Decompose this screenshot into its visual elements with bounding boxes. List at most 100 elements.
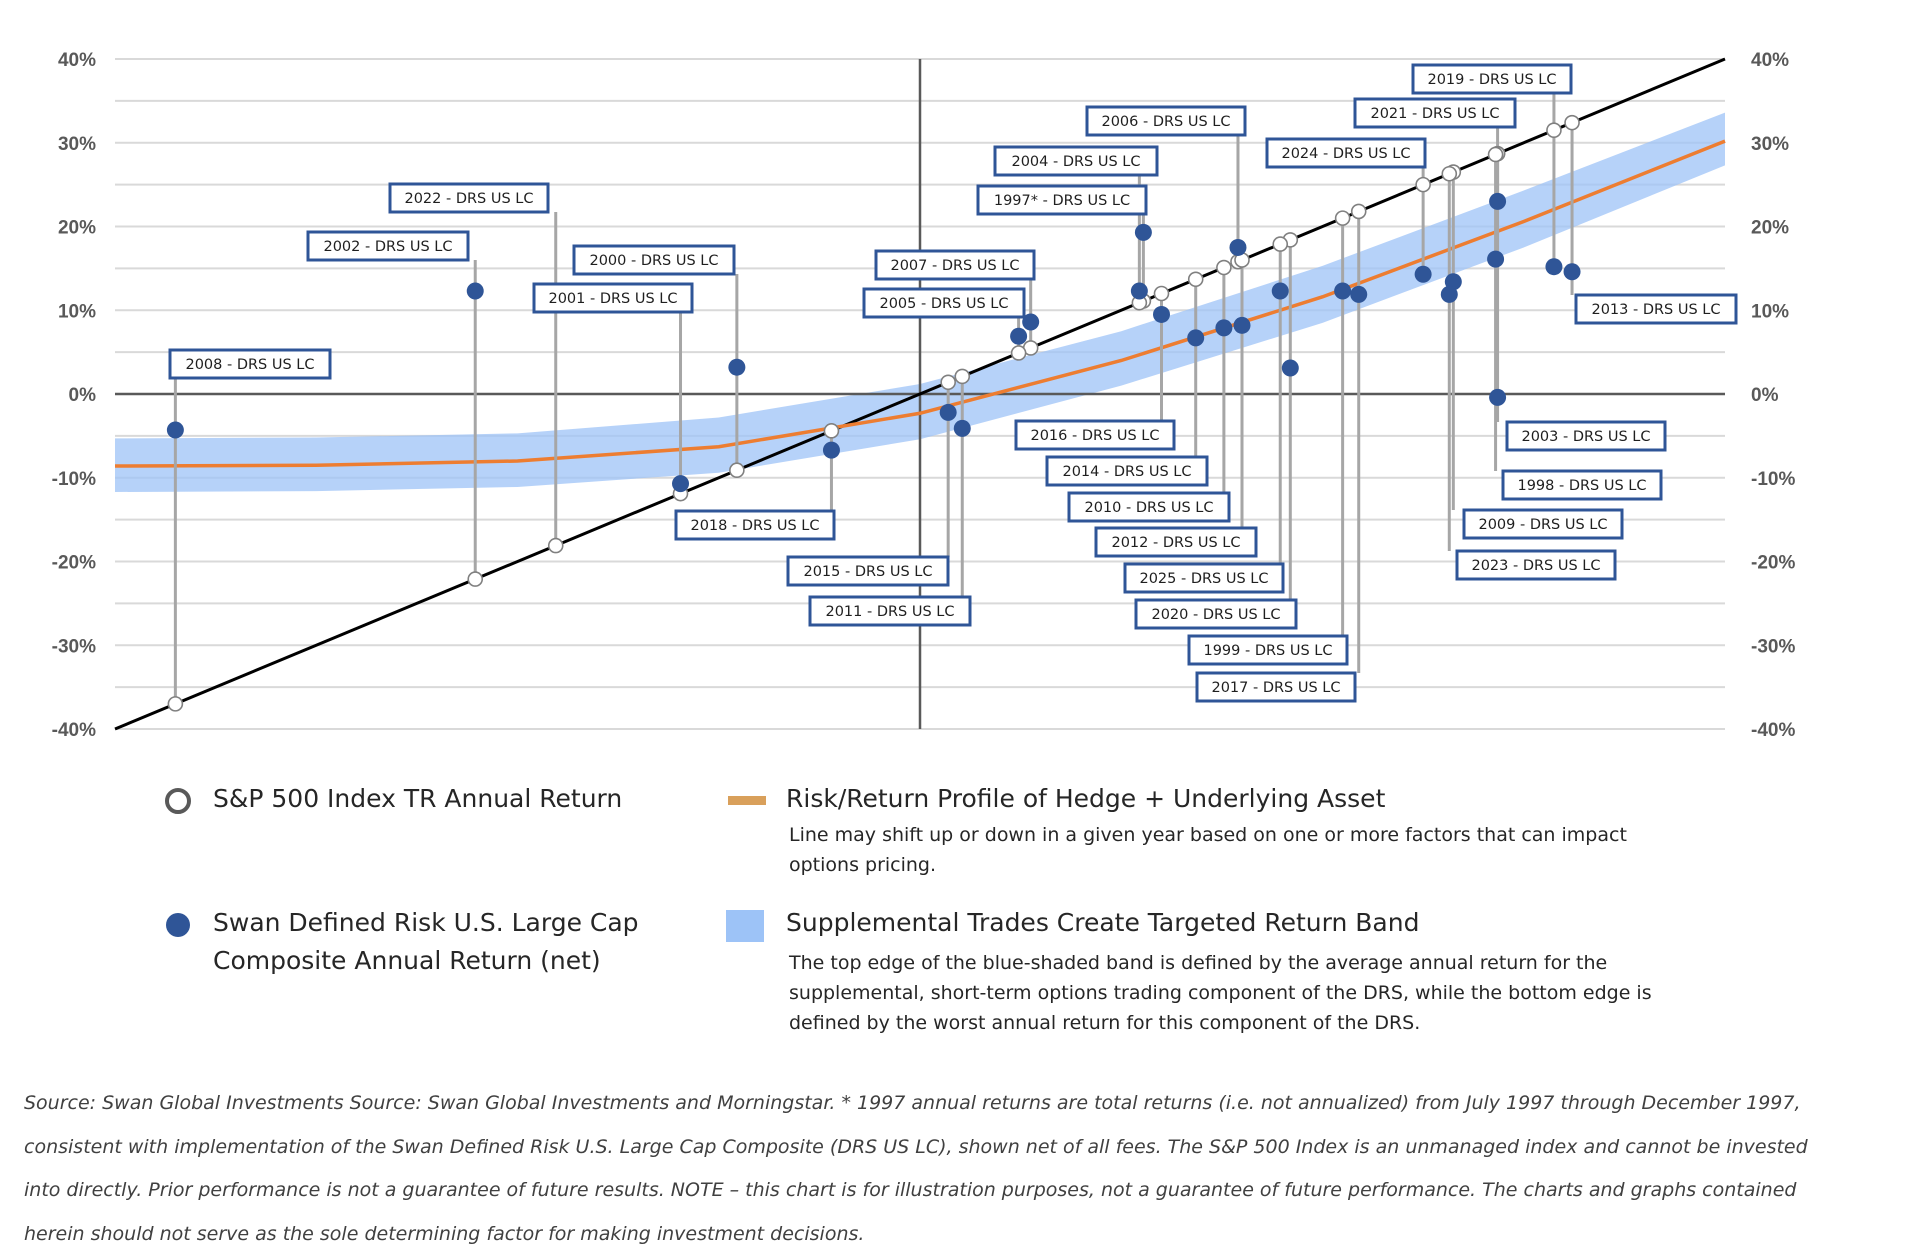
sp500-point [1415, 176, 1431, 193]
sp500-point [1153, 285, 1170, 302]
y-tick-label-right: 20% [1751, 218, 1789, 239]
y-tick-label-right: -40% [1751, 720, 1795, 741]
point-label: 2000 - DRS US LC [589, 253, 718, 269]
point-label-box [1455, 549, 1617, 581]
point-label: 2007 - DRS US LC [890, 258, 1019, 274]
point-label-box [976, 184, 1148, 216]
drs-point [1010, 327, 1028, 345]
y-tick-label-left: 10% [58, 301, 96, 322]
point-label: 2022 - DRS US LC [404, 191, 533, 207]
point-label: 2012 - DRS US LC [1111, 535, 1240, 551]
point-label: 2005 - DRS US LC [879, 296, 1008, 312]
drs-point [1022, 313, 1040, 331]
sp500-point [1187, 271, 1204, 288]
point-label-box [993, 145, 1159, 177]
sp500-point [1010, 345, 1027, 361]
drs-point [1489, 388, 1507, 406]
legend-band-title: Supplemental Trades Create Targeted Retu… [786, 908, 1420, 937]
point-label-box [388, 182, 550, 214]
drs-point [1130, 282, 1148, 300]
point-label-box [1411, 63, 1573, 95]
point-label: 2013 - DRS US LC [1591, 302, 1720, 318]
sp500-point [823, 423, 840, 439]
y-tick-label-right: 10% [1751, 301, 1789, 322]
y-tick-labels: 40% 40% 30% 30% 20% 20% 10% 10% 0% 0% -10% -10% -20%… [52, 50, 1796, 741]
drs-point [1414, 265, 1432, 283]
y-tick-label-right: -20% [1751, 553, 1795, 574]
point-label-box [572, 244, 736, 276]
drs-point [953, 419, 971, 437]
y-tick-label-left: -20% [52, 553, 96, 574]
legend-profile-title: Risk/Return Profile of Hedge + Underlyin… [786, 784, 1386, 813]
drs-point [1563, 263, 1581, 281]
sp500-point [1350, 203, 1367, 220]
data-points [166, 114, 1581, 712]
sp500-point [954, 368, 971, 385]
point-label-box [1187, 634, 1349, 666]
sp500-point [1272, 236, 1289, 252]
point-label-box [1123, 562, 1285, 594]
legend-profile-desc-1: Line may shift up or down in a given yea… [789, 824, 1627, 846]
point-label-box [1067, 491, 1231, 523]
drs-point [166, 421, 184, 439]
point-label-box [1353, 97, 1517, 129]
y-tick-label-left: -10% [52, 469, 96, 490]
legend-profile-desc-2: options pricing. [789, 854, 937, 876]
point-label-box [862, 287, 1026, 319]
point-label: 2018 - DRS US LC [690, 518, 819, 534]
y-tick-label-left: -40% [52, 720, 96, 741]
point-label: 1999 - DRS US LC [1203, 643, 1332, 659]
risk-return-profile [114, 139, 1726, 468]
drs-point [1229, 238, 1247, 256]
sp500-point [940, 374, 956, 391]
point-label: 2023 - DRS US LC [1471, 558, 1600, 574]
point-label: 2006 - DRS US LC [1101, 114, 1230, 130]
legend-band-desc-3: defined by the worst annual return for t… [789, 1012, 1421, 1034]
drs-point [1440, 285, 1458, 303]
point-label: 2009 - DRS US LC [1478, 517, 1607, 533]
point-label-box [1014, 419, 1176, 451]
drs-point [728, 358, 746, 376]
drs-point [672, 475, 690, 493]
legend-band-desc-1: The top edge of the blue-shaded band is … [789, 952, 1608, 974]
legend-band-marker [726, 910, 764, 942]
sp500-point [1546, 122, 1562, 138]
point-label: 2015 - DRS US LC [803, 564, 932, 580]
point-label: 2019 - DRS US LC [1427, 72, 1556, 88]
point-label-box [1462, 508, 1624, 540]
y-tick-label-right: -10% [1751, 469, 1795, 490]
point-label-box [1505, 420, 1667, 452]
sp500-point [1334, 210, 1351, 226]
y-tick-label-left: 0% [69, 385, 97, 406]
sp500-point [167, 696, 184, 712]
point-label-box [1574, 293, 1738, 325]
point-label-box [808, 595, 972, 627]
sp500-point [1564, 114, 1580, 131]
legend-sp500-marker [165, 788, 191, 814]
point-label-box [1195, 671, 1357, 703]
source-footnote: Source: Swan Global Investments Source: … [24, 1092, 1808, 1245]
drs-point [1487, 250, 1505, 268]
point-label-box [874, 249, 1036, 281]
point-label-box [1265, 137, 1427, 169]
y-tick-label-left: -30% [52, 636, 96, 657]
y-tick-label-left: 40% [58, 50, 96, 71]
y-tick-label-right: 30% [1751, 134, 1789, 155]
drs-point [1215, 319, 1233, 337]
point-label-box [1501, 469, 1663, 501]
y-tick-label-left: 20% [58, 218, 96, 239]
drs-point [1281, 359, 1299, 377]
drs-point [466, 282, 484, 300]
legend-band-desc-2: supplemental, short-term options trading… [789, 982, 1652, 1004]
drs-point [1271, 282, 1289, 300]
point-label: 2014 - DRS US LC [1062, 464, 1191, 480]
point-label: 1997* - DRS US LC [994, 193, 1130, 209]
sp500-point [547, 537, 564, 554]
drs-point [1233, 316, 1251, 334]
point-label: 2016 - DRS US LC [1030, 428, 1159, 444]
y-tick-label-right: 0% [1751, 385, 1779, 406]
point-label: 2008 - DRS US LC [185, 357, 314, 373]
drs-point [1350, 285, 1368, 303]
drs-point [939, 403, 957, 421]
point-label: 2002 - DRS US LC [323, 239, 452, 255]
